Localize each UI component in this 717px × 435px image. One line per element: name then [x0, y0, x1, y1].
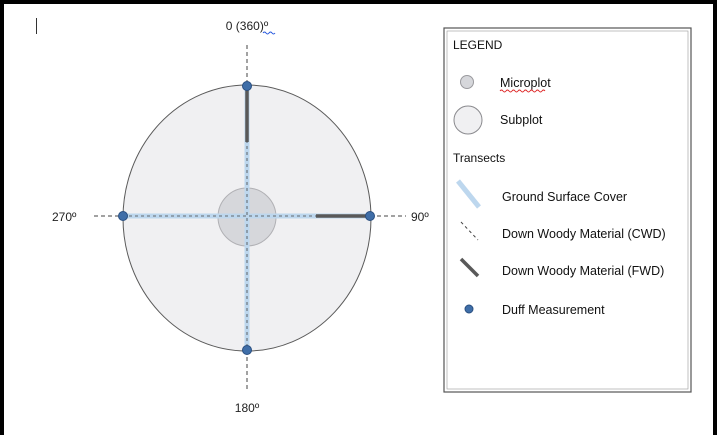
legend-box-inner: [446, 30, 689, 390]
text-cursor: [36, 18, 37, 34]
legend-cwd-swatch: [460, 221, 479, 241]
direction-label-south: 180º: [235, 401, 260, 415]
legend-duff-swatch: [464, 304, 474, 314]
legend-fwd-swatch: [459, 257, 480, 278]
legend-microplot-label: Microplot: [500, 76, 551, 90]
legend-cwd-label: Down Woody Material (CWD): [502, 227, 666, 241]
legend-subplot-label: Subplot: [500, 113, 543, 127]
duff-point-east: [365, 211, 375, 221]
legend-duff-label: Duff Measurement: [502, 303, 605, 317]
duff-point-north: [242, 81, 252, 91]
plot-layout-diagram: 0 (360)º 90º 180º 270º LEGEND Microplot …: [52, 19, 692, 415]
direction-label-west: 270º: [52, 210, 77, 224]
legend-ground-cover-label: Ground Surface Cover: [502, 190, 627, 204]
direction-label-east: 90º: [411, 210, 429, 224]
duff-point-south: [242, 345, 252, 355]
legend-microplot-swatch: [460, 75, 474, 89]
legend-title: LEGEND: [453, 38, 503, 52]
legend-subplot-swatch: [453, 105, 483, 135]
spellcheck-squiggle: [262, 31, 276, 35]
legend-transects-heading: Transects: [453, 151, 505, 165]
legend-box: [443, 27, 692, 393]
document-page[interactable]: 0 (360)º 90º 180º 270º LEGEND Microplot …: [4, 4, 713, 435]
legend-microplot-squiggle: [499, 89, 546, 93]
legend-fwd-label: Down Woody Material (FWD): [502, 264, 664, 278]
duff-point-west: [118, 211, 128, 221]
direction-label-north: 0 (360)º: [226, 19, 269, 33]
legend-ground-cover-swatch: [456, 179, 481, 209]
